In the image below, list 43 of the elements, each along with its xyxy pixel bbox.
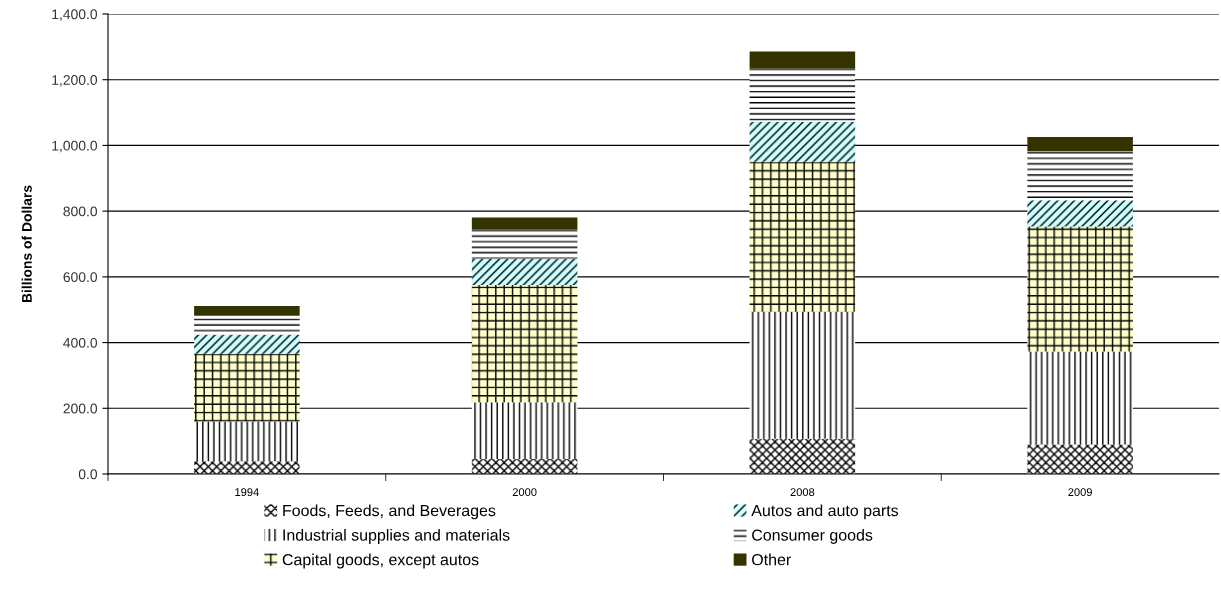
- bar: [749, 161, 856, 312]
- bar: [1027, 136, 1133, 152]
- x-tick-label: 2000: [512, 488, 537, 497]
- bar: [471, 458, 578, 474]
- bar: [1027, 444, 1133, 474]
- bar: [1027, 151, 1133, 201]
- y-tick-label: 200.0: [63, 403, 98, 414]
- y-tick-label: 600.0: [63, 272, 98, 283]
- bar: [194, 353, 300, 422]
- bar: [471, 258, 578, 286]
- y-axis-title: Billions of Dollars: [21, 185, 32, 303]
- bar: [194, 461, 300, 474]
- bar: [1027, 351, 1133, 445]
- y-tick-label: 400.0: [63, 337, 98, 348]
- bar: [471, 217, 578, 230]
- y-tick-label: 0.0: [78, 469, 98, 480]
- y-tick-label: 800.0: [63, 206, 98, 217]
- bar: [471, 402, 578, 459]
- y-tick-label: 1,400.0: [52, 9, 98, 21]
- bar: [749, 51, 856, 69]
- bar: [1027, 200, 1133, 227]
- legend-label: Autos and auto parts: [751, 504, 899, 520]
- legend-label: Consumer goods: [752, 529, 873, 544]
- bar: [749, 68, 856, 122]
- x-tick-label: 2009: [1068, 488, 1092, 497]
- legend-label: Capital goods, except autos: [282, 553, 479, 569]
- bar: [471, 285, 578, 403]
- bar: [749, 311, 856, 439]
- bar: [194, 334, 300, 354]
- x-tick-label: 2008: [790, 488, 815, 497]
- y-tick-label: 1,000.0: [52, 140, 98, 153]
- bar: [471, 229, 578, 259]
- bar: [194, 315, 300, 335]
- bar: [194, 306, 300, 316]
- x-tick-label: 1994: [235, 488, 259, 497]
- legend-label: Other: [752, 553, 791, 566]
- bar: [749, 121, 856, 162]
- y-tick-label: 1,200.0: [52, 75, 98, 87]
- bar: [1027, 226, 1133, 352]
- legend-label: Industrial supplies and materials: [283, 529, 510, 544]
- legend-label: Foods, Feeds, and Beverages: [283, 504, 496, 520]
- bar: [749, 438, 856, 474]
- bar: [194, 421, 300, 462]
